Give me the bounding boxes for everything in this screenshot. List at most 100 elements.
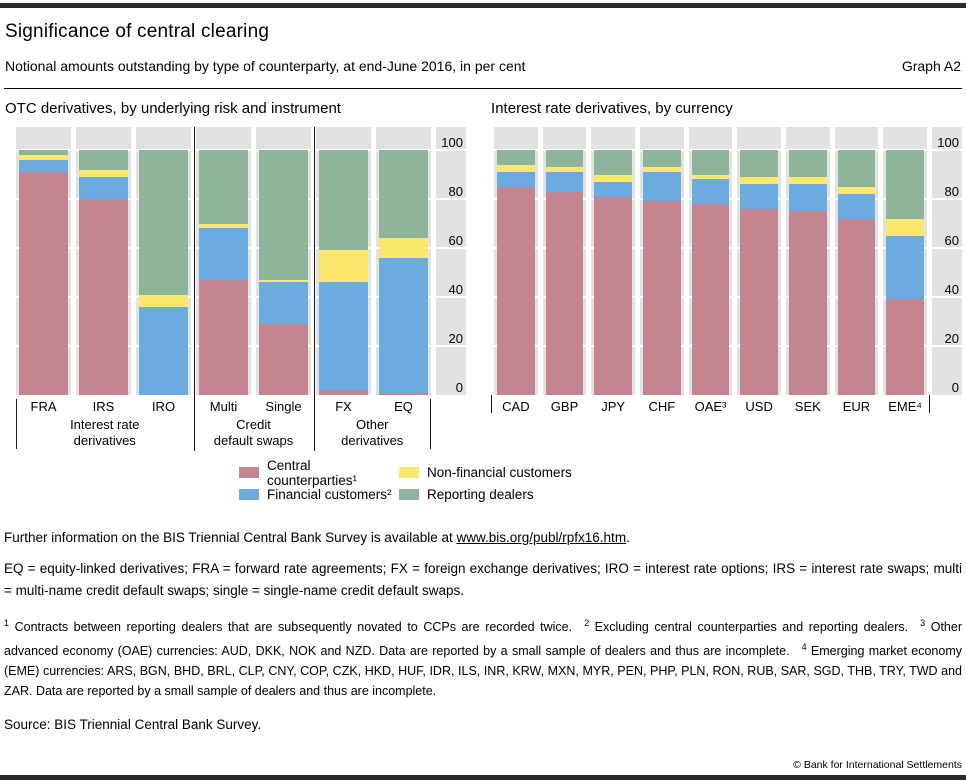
bar-column-oae <box>688 127 733 395</box>
bar-segment-yellow <box>139 294 188 307</box>
stacked-bar <box>594 150 633 395</box>
header-divider <box>4 88 962 89</box>
x-category-label: JPY <box>601 399 626 414</box>
bar-segment-red <box>788 211 827 395</box>
footnote-text: Other advanced economy (OAE) currencies:… <box>4 620 962 659</box>
bar-segment-red <box>886 299 924 395</box>
x-category-label: GBP <box>550 399 579 414</box>
legend-item: Financial customers² <box>239 485 399 504</box>
y-tick-label: 100 <box>937 135 959 150</box>
bar-segment-green <box>643 150 681 168</box>
legend-item: Central counterparties¹ <box>239 458 399 488</box>
bar-segment-red <box>19 172 68 395</box>
bar-segment-blue <box>79 176 128 199</box>
bar-segment-yellow <box>740 176 778 185</box>
x-category-label: SEK <box>794 399 821 414</box>
survey-link[interactable]: www.bis.org/publ/rpfx16.htm <box>456 530 627 545</box>
bar-segment-blue <box>545 172 584 192</box>
legend-item: Reporting dealers <box>399 485 572 504</box>
x-axis-group-labels <box>490 417 962 451</box>
bar-segment-blue <box>886 235 924 300</box>
legend-column: Central counterparties¹ Financial custome… <box>239 458 399 504</box>
subtitle-row: Notional amounts outstanding by type of … <box>5 58 961 74</box>
bottom-rule <box>0 775 966 780</box>
x-axis-labels: FRA IRS IRO Multi Single FX EQ <box>4 399 466 415</box>
footnote-text: Emerging market economy (EME) currencies… <box>4 644 963 699</box>
bar-segment-blue <box>199 228 248 280</box>
bar-column-jpy <box>591 127 636 395</box>
bar-column-multi <box>196 127 251 395</box>
bar-segment-blue <box>19 159 68 173</box>
x-axis-labels: CAD GBP JPY CHF OAE³ USD SEK EUR EME⁴ <box>490 399 962 415</box>
bar-column-iro <box>136 127 191 395</box>
bar-segment-blue <box>740 184 778 209</box>
x-category-label: FX <box>335 399 352 414</box>
legend-swatch-green <box>399 489 419 500</box>
legend-swatch-red <box>239 467 259 478</box>
bar-column-irs <box>76 127 131 395</box>
plot-area: 0 20 40 60 80 100 <box>490 127 962 395</box>
bar-segment-yellow <box>788 176 827 185</box>
chart-legend: Central counterparties¹ Financial custome… <box>239 458 962 504</box>
chart-panels: OTC derivatives, by underlying risk and … <box>4 89 962 451</box>
x-category-label: CAD <box>502 399 530 414</box>
x-group-label: Credit default swaps <box>213 417 294 449</box>
panel-title: Interest rate derivatives, by currency <box>491 100 733 117</box>
bar-segment-yellow <box>691 174 730 180</box>
stacked-bar <box>259 150 308 395</box>
bar-column-fx <box>316 127 371 395</box>
bar-segment-green <box>199 150 248 224</box>
bar-segment-green <box>594 150 633 175</box>
bar-segment-green <box>691 150 730 175</box>
stacked-bar <box>19 150 68 395</box>
panel-otc-derivatives: OTC derivatives, by underlying risk and … <box>4 89 467 451</box>
stacked-bar <box>139 150 188 395</box>
bar-segment-blue <box>594 181 633 197</box>
bar-segment-blue <box>788 184 827 212</box>
bar-segment-blue <box>139 306 188 395</box>
legend-item: Non-financial customers <box>399 463 572 482</box>
bar-segment-yellow <box>545 167 584 173</box>
bar-segment-red <box>594 196 633 395</box>
x-category-label: IRO <box>151 399 176 414</box>
y-tick-label: 60 <box>944 233 959 248</box>
axis-tick <box>491 395 493 413</box>
further-info-text: Further information on the BIS Triennial… <box>4 530 457 545</box>
bar-segment-red <box>319 390 368 395</box>
x-category-label: EQ <box>394 399 413 414</box>
stacked-bar <box>788 150 827 395</box>
bar-segment-yellow <box>594 174 633 182</box>
x-category-label: IRS <box>92 399 115 414</box>
bar-segment-red <box>497 186 535 395</box>
stacked-bar <box>319 150 368 395</box>
footnote-marker: 3 <box>920 618 926 628</box>
bar-segment-yellow <box>19 154 68 160</box>
bar-segment-yellow <box>79 169 128 177</box>
panel-title: OTC derivatives, by underlying risk and … <box>5 100 341 117</box>
footnote-text: Excluding central counterparties and rep… <box>589 620 909 635</box>
stacked-bar <box>886 150 924 395</box>
stacked-bar <box>643 150 681 395</box>
y-tick-label: 100 <box>441 135 463 150</box>
chart-area: 0 20 40 60 80 100 FRA IRS IRO Multi Single FX EQ In… <box>4 127 467 451</box>
bar-column-chf <box>640 127 684 395</box>
bar-segment-blue <box>319 282 368 391</box>
bar-segment-yellow <box>643 167 681 173</box>
plot-area: 0 20 40 60 80 100 <box>4 127 467 395</box>
legend-swatch-blue <box>239 489 259 500</box>
group-separator-line <box>313 127 315 451</box>
copyright-notice: © Bank for International Settlements <box>793 759 962 771</box>
bar-segment-green <box>319 150 368 251</box>
footnote-text: Contracts between reporting dealers that… <box>9 620 573 635</box>
y-tick-label: 80 <box>944 184 959 199</box>
bar-segment-blue <box>643 172 681 202</box>
footnote-marker: 4 <box>801 642 807 653</box>
bar-segment-blue <box>497 172 535 187</box>
bar-segment-green <box>259 150 308 280</box>
y-tick-label: 80 <box>448 184 463 199</box>
graph-number: Graph A2 <box>901 58 961 74</box>
bar-segment-red <box>837 218 876 395</box>
bar-segment-red <box>691 203 730 395</box>
bar-segment-blue <box>837 194 876 219</box>
x-category-label: Multi <box>209 399 238 414</box>
